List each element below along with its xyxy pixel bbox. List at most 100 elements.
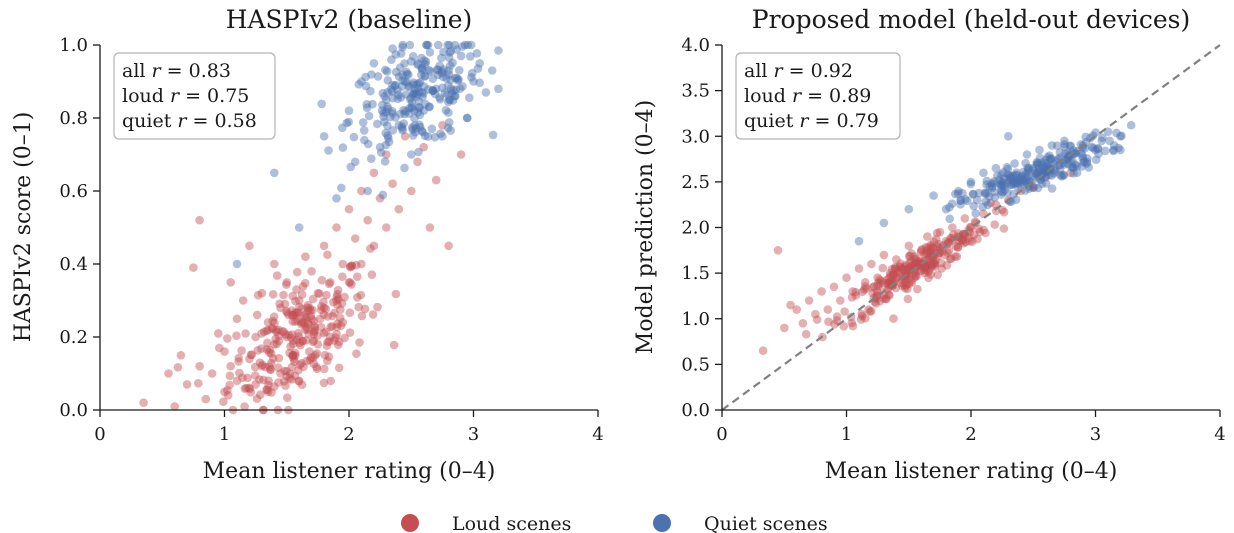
point-loud [223,334,232,343]
point-loud [305,304,315,313]
point-loud [297,358,306,368]
point-loud [309,316,318,326]
point-loud [250,362,260,372]
point-loud [282,332,292,342]
point-loud [268,354,278,363]
point-loud [792,305,801,314]
point-loud [285,374,294,383]
point-loud [344,204,354,214]
point-quiet [388,93,398,103]
point-loud [888,270,898,280]
point-quiet [317,99,327,109]
point-loud [811,309,820,319]
point-quiet [381,128,391,138]
point-quiet [448,96,458,105]
point-loud [965,237,975,246]
point-quiet [1041,179,1051,188]
correlation-all: all r = 0.92 [744,60,853,82]
point-quiet [996,180,1006,190]
point-loud [232,331,241,341]
point-quiet [1084,163,1093,172]
point-loud [240,402,249,411]
point-loud [201,394,211,404]
point-loud [309,327,319,337]
point-quiet [1064,159,1073,169]
y-tick-label: 0.0 [59,400,88,421]
point-quiet [1116,145,1125,155]
point-quiet [294,223,304,232]
point-loud [345,262,355,271]
point-loud [419,142,429,152]
point-loud [952,252,962,261]
point-loud [373,302,382,312]
point-loud [911,271,920,281]
point-loud [953,242,963,252]
point-quiet [1069,169,1078,178]
point-quiet [415,110,425,120]
point-loud [758,346,768,356]
point-quiet [350,157,360,167]
point-loud [998,205,1007,215]
point-quiet [1066,157,1075,166]
point-quiet [1072,161,1082,171]
point-loud [299,312,309,321]
point-loud [266,365,275,374]
point-loud [352,349,361,359]
point-quiet [338,123,347,133]
point-loud [274,353,284,363]
point-loud [272,339,282,349]
point-quiet [379,108,389,118]
point-loud [906,262,915,271]
point-loud [288,310,298,320]
point-loud [338,259,348,269]
point-quiet [382,95,391,105]
point-quiet [458,42,467,51]
point-loud [293,316,302,325]
point-loud [288,350,298,360]
point-loud [323,312,333,321]
legend-marker-loud [401,514,419,532]
point-quiet [409,78,418,87]
point-quiet [1041,155,1051,165]
point-quiet [444,108,453,117]
point-loud [303,300,313,310]
point-quiet [956,200,965,209]
point-quiet [981,189,990,198]
point-quiet [393,94,403,103]
point-quiet [1039,164,1049,173]
point-loud [960,230,969,239]
point-loud [288,352,297,361]
point-loud [927,261,936,270]
point-quiet [383,131,393,140]
point-quiet [428,86,438,96]
correlation-box-frame [735,52,901,140]
point-loud [836,296,845,305]
point-loud [306,306,315,316]
point-quiet [1008,179,1018,189]
point-quiet [971,209,980,218]
point-quiet [1049,169,1059,178]
point-loud [1066,168,1075,178]
point-loud [305,355,315,365]
point-quiet [1004,173,1014,182]
point-quiet [1097,136,1106,146]
point-quiet [1015,174,1025,184]
point-quiet [993,171,1002,180]
point-quiet [1037,160,1047,170]
point-loud [923,232,932,241]
point-quiet [1060,136,1069,146]
point-loud [884,278,894,287]
point-quiet [984,192,994,201]
point-loud [182,380,192,389]
point-loud [893,267,903,277]
point-quiet [415,120,424,130]
point-loud [304,319,313,329]
point-quiet [417,65,427,74]
point-loud [847,318,857,328]
point-loud [259,375,268,385]
point-quiet [442,73,451,83]
point-loud [266,358,276,368]
point-quiet [1060,140,1069,149]
point-loud [875,275,884,284]
